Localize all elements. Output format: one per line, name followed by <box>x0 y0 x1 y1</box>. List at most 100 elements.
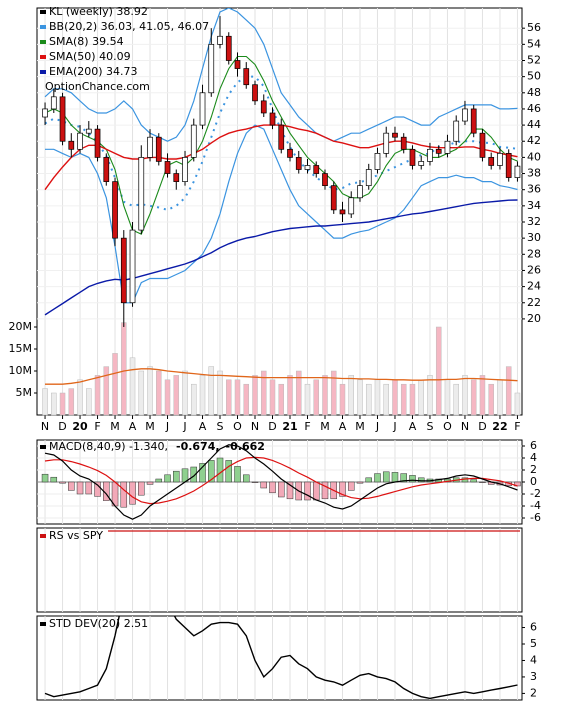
y-tick-label: 28 <box>527 247 541 260</box>
y-tick-label: 6 <box>530 439 537 452</box>
candle-body <box>392 132 398 138</box>
volume-bar <box>51 392 57 416</box>
volume-bar <box>418 379 424 416</box>
x-tick-label: F <box>94 420 100 433</box>
candle-body <box>470 108 477 134</box>
histogram-bar <box>85 481 93 495</box>
candle-body <box>488 157 495 166</box>
legend-label: SMA(50) 40.09 <box>49 50 131 63</box>
histogram-bar <box>479 481 486 483</box>
y-tick-label: 40 <box>527 150 541 163</box>
candle-body <box>77 132 83 150</box>
volume-bar <box>147 366 153 416</box>
volume-bar <box>261 370 267 416</box>
volume-bar <box>226 379 232 416</box>
legend-swatch <box>40 25 46 29</box>
y2-tick-label: 15M <box>9 342 33 355</box>
candle-body <box>339 209 346 215</box>
volume-bar <box>77 379 83 416</box>
y-tick-label: 2 <box>530 463 537 476</box>
histogram-bar <box>347 481 355 491</box>
y-tick-label: 32 <box>527 215 541 228</box>
x-tick-label: S <box>426 420 433 433</box>
volume-bar <box>374 379 381 416</box>
y2-tick-label: 5M <box>16 386 33 399</box>
candle-body <box>120 237 127 304</box>
histogram-bar <box>391 472 399 483</box>
panel <box>36 527 523 613</box>
histogram-bar <box>41 473 49 483</box>
volume-bar <box>199 375 206 416</box>
x-tick-label: D <box>58 420 66 433</box>
y-tick-label: -2 <box>530 487 541 500</box>
histogram-bar <box>417 477 425 483</box>
y-tick-label: 46 <box>527 102 541 115</box>
x-tick-label: M <box>320 420 330 433</box>
histogram-bar <box>382 471 390 483</box>
y-tick-label: 38 <box>527 167 541 180</box>
x-tick-label: F <box>304 420 310 433</box>
candle-body <box>252 84 258 102</box>
volume-bar <box>269 379 276 416</box>
histogram-bar <box>286 481 294 500</box>
volume-bar <box>330 370 337 416</box>
legend-swatch <box>40 622 46 626</box>
candle-body <box>147 136 153 158</box>
volume-bar <box>234 379 241 416</box>
candle-body <box>138 157 145 231</box>
histogram-bar <box>277 481 285 498</box>
volume-bar <box>42 388 48 416</box>
candle-body <box>313 165 320 174</box>
volume-bar <box>59 392 66 416</box>
candle-body <box>234 60 241 69</box>
volume-bar <box>497 379 503 416</box>
volume-bar <box>409 383 416 416</box>
volume-bar <box>243 383 250 416</box>
legend-label: BB(20,2) 36.03, 41.05, 46.07 <box>49 20 209 33</box>
legend-swatch <box>40 445 46 449</box>
x-tick-label: O <box>443 420 452 433</box>
candle-body <box>208 43 215 94</box>
bb-upper <box>44 8 518 142</box>
legend-label: KL (weekly) 38.92 <box>49 5 148 18</box>
y-tick-label: 44 <box>527 118 541 131</box>
macd-line <box>44 444 518 520</box>
volume-bar <box>365 383 372 416</box>
volume-bar <box>138 370 145 416</box>
volume-bar <box>86 388 92 416</box>
candle-body <box>400 136 407 150</box>
candle-body <box>374 153 381 170</box>
histogram-bar <box>321 481 329 500</box>
y-tick-label: 24 <box>527 280 541 293</box>
x-tick-label: J <box>182 420 186 433</box>
y-tick-label: 48 <box>527 86 541 99</box>
candle-body <box>217 35 223 45</box>
volume-bar <box>164 379 171 416</box>
legend-swatch <box>40 70 46 74</box>
candle-body <box>155 136 162 162</box>
y-tick-label: 34 <box>527 199 541 212</box>
histogram-bar <box>409 475 416 483</box>
histogram-bar <box>251 481 259 483</box>
legend-label: -0.662 <box>226 440 265 453</box>
histogram-bar <box>234 466 241 483</box>
volume-bar <box>112 353 118 416</box>
volume-bar <box>462 375 468 416</box>
candle-body <box>103 157 110 182</box>
y-tick-label: 30 <box>527 231 541 244</box>
volume-bar <box>173 375 180 416</box>
x-tick-label: J <box>165 420 169 433</box>
histogram-bar <box>243 474 250 483</box>
y-tick-label: 42 <box>527 134 541 147</box>
y-tick-label: 54 <box>527 37 541 50</box>
y-tick-label: 3 <box>530 670 537 683</box>
y-tick-label: 22 <box>527 296 541 309</box>
histogram-bar <box>304 481 311 501</box>
candle-body <box>85 128 92 134</box>
panel <box>36 615 523 701</box>
histogram-bar <box>260 481 268 489</box>
candle-body <box>365 169 372 187</box>
panel-title: RS vs SPY <box>49 529 103 542</box>
